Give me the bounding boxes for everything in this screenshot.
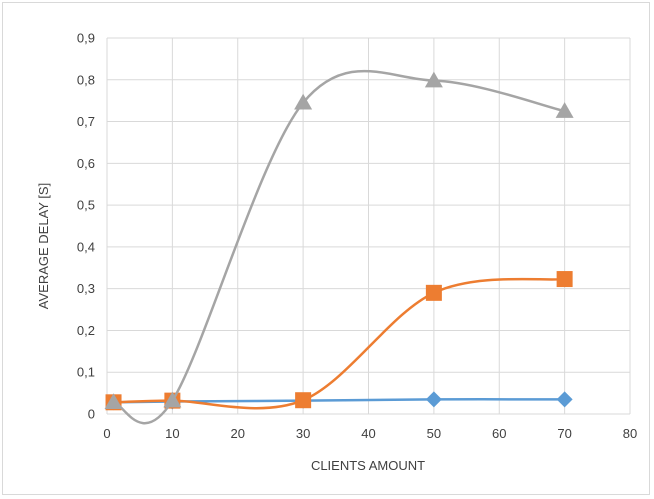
y-axis-title: AVERAGE DELAY [S] (36, 183, 51, 309)
y-tick-label: 0,7 (77, 114, 95, 129)
y-tick-label: 0,6 (77, 156, 95, 171)
data-point-triangle (294, 93, 313, 110)
y-tick-label: 0,1 (77, 365, 95, 380)
x-tick-label: 0 (103, 426, 110, 441)
y-tick-label: 0,4 (77, 239, 95, 254)
x-tick-label: 60 (492, 426, 506, 441)
chart-frame (2, 2, 650, 495)
y-tick-label: 0,2 (77, 323, 95, 338)
x-axis-title: CLIENTS AMOUNT (311, 458, 425, 473)
series-group (104, 69, 574, 425)
x-tick-label: 10 (165, 426, 179, 441)
x-tick-label: 40 (361, 426, 375, 441)
y-tick-label: 0 (88, 407, 95, 422)
data-point-diamond (425, 391, 442, 408)
y-tick-label: 0,3 (77, 281, 95, 296)
x-tick-label: 30 (296, 426, 310, 441)
data-point-triangle (104, 393, 123, 410)
series-line (113, 69, 565, 425)
series-2 (105, 271, 573, 411)
data-point-triangle (424, 71, 443, 88)
y-tick-label: 0,8 (77, 72, 95, 87)
y-tick-label: 0,9 (77, 31, 95, 46)
data-point-triangle (163, 391, 182, 408)
series-line (113, 277, 565, 410)
series-3 (104, 69, 574, 425)
data-point-square (425, 284, 442, 301)
x-tick-label: 20 (231, 426, 245, 441)
x-axis-ticks: 0 10 20 30 40 50 60 70 80 (103, 426, 637, 441)
data-point-diamond (556, 391, 573, 408)
data-point-triangle (555, 102, 574, 118)
x-tick-label: 50 (427, 426, 441, 441)
x-tick-label: 70 (557, 426, 571, 441)
grid-lines (106, 37, 631, 415)
x-tick-label: 80 (623, 426, 637, 441)
data-point-square (556, 271, 573, 288)
data-point-square (295, 392, 312, 409)
y-axis-ticks: 0 0,1 0,2 0,3 0,4 0,5 0,6 0,7 0,8 0,9 (77, 31, 95, 422)
y-tick-label: 0,5 (77, 198, 95, 213)
